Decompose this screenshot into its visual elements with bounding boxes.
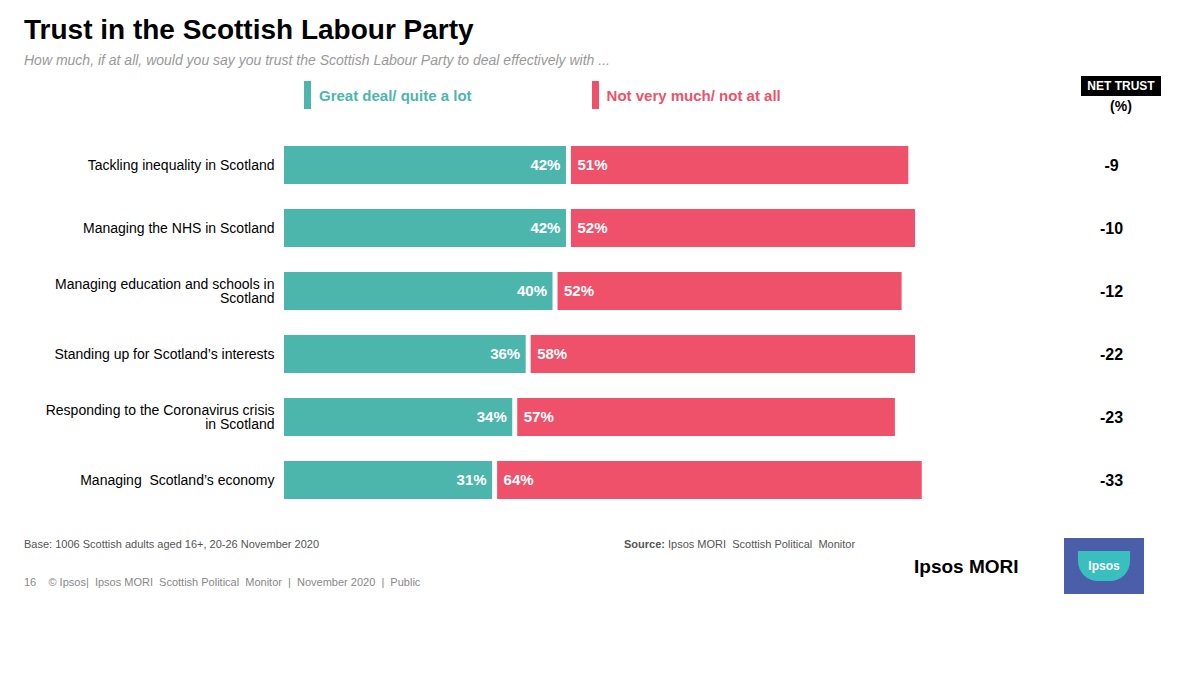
svg-text:Tackling inequality in Scotlan: Tackling inequality in Scotland	[88, 157, 275, 173]
html-text:Great deal/ quite a lot: Great deal/ quite a lot	[319, 86, 472, 104]
svg-text:52%: 52%	[577, 219, 607, 236]
html-text:Not very much/ not at all: Not very much/ not at all	[606, 86, 781, 104]
svg-text:42%: 42%	[530, 156, 560, 173]
html-text:NET TRUST: NET TRUST	[1087, 79, 1155, 93]
svg-text:31%: 31%	[457, 471, 487, 488]
svg-text:Responding to the Coronavirus: Responding to the Coronavirus crisisin S…	[46, 402, 275, 432]
svg-text:34%: 34%	[477, 408, 507, 425]
html-text:16 © Ipsos| Ipsos MORI Scottis: 16 © Ipsos| Ipsos MORI Scottish Politica…	[24, 576, 421, 588]
svg-text:-10: -10	[1100, 220, 1123, 237]
html-text:Trust in the Scottish Labour P: Trust in the Scottish Labour Party	[24, 14, 474, 45]
svg-text:42%: 42%	[530, 219, 560, 236]
html-text:Source: Ipsos MORI Scottish Po: Source: Ipsos MORI Scottish Political Mo…	[624, 538, 856, 550]
svg-text:Managing the NHS in Scotland: Managing the NHS in Scotland	[83, 220, 274, 236]
svg-text:-9: -9	[1104, 157, 1118, 174]
svg-text:64%: 64%	[504, 471, 534, 488]
svg-text:40%: 40%	[517, 282, 547, 299]
svg-text:Standing up for Scotland’s int: Standing up for Scotland’s interests	[55, 346, 275, 362]
svg-text:Managing education and schools: Managing education and schools inScotlan…	[55, 276, 275, 306]
svg-text:52%: 52%	[564, 282, 594, 299]
svg-text:51%: 51%	[577, 156, 607, 173]
html-text:Ipsos: Ipsos	[1088, 559, 1120, 573]
html-text:How much, if at all, would you: How much, if at all, would you say you t…	[24, 52, 610, 68]
html-text:Ipsos MORI: Ipsos MORI	[914, 556, 1019, 577]
svg-text:58%: 58%	[537, 345, 567, 362]
svg-text:-22: -22	[1100, 346, 1123, 363]
svg-text:Managing Scotland’s economy: Managing Scotland’s economy	[80, 472, 274, 488]
svg-text:-12: -12	[1100, 283, 1123, 300]
svg-text:36%: 36%	[490, 345, 520, 362]
svg-text:57%: 57%	[524, 408, 554, 425]
svg-text:-23: -23	[1100, 409, 1123, 426]
svg-text:-33: -33	[1100, 472, 1123, 489]
html-text:Base: 1006 Scottish adults age: Base: 1006 Scottish adults aged 16+, 20-…	[24, 538, 320, 550]
